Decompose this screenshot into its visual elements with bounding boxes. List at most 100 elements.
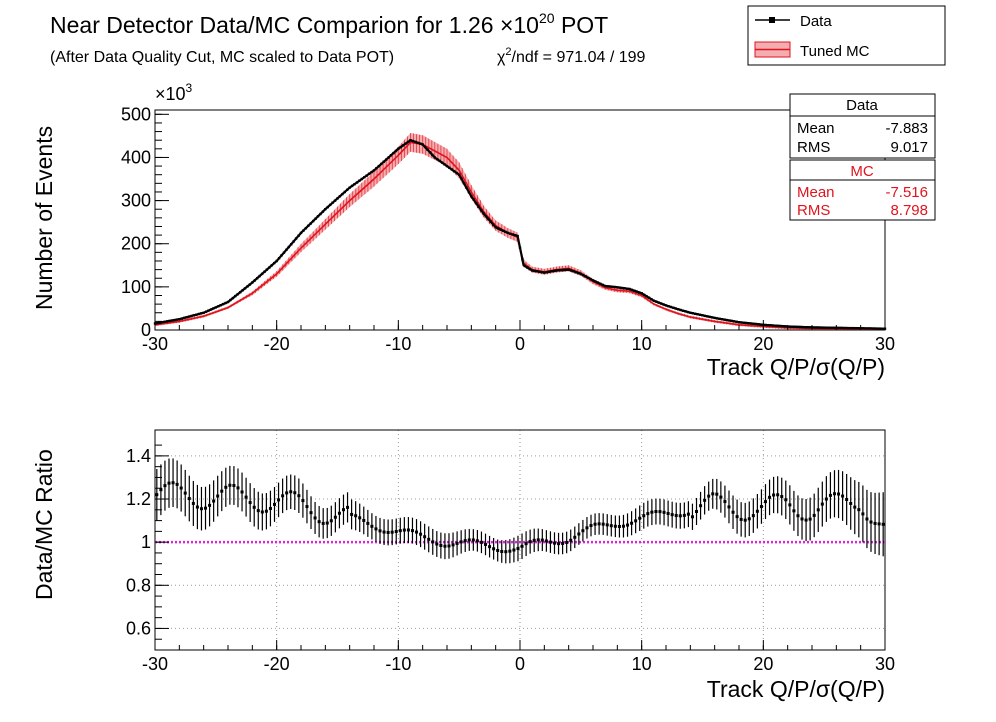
ratio-point [195, 505, 199, 509]
ratio-point [528, 540, 532, 544]
stats-mc-mean-label: Mean [797, 184, 835, 201]
data-point [874, 327, 877, 330]
data-point [718, 317, 721, 320]
ratio-point [703, 498, 707, 502]
ratio-point [492, 547, 496, 551]
data-point [616, 286, 619, 289]
data-point [187, 315, 191, 318]
data-point [341, 192, 344, 196]
ratio-point [293, 491, 297, 495]
ratio-point [715, 492, 719, 496]
ratio-point [877, 522, 881, 526]
data-point [338, 195, 342, 198]
ratio-point [861, 512, 865, 516]
ratio-point [475, 539, 479, 543]
data-point [414, 140, 417, 144]
ratio-point [804, 518, 808, 522]
data-point [701, 314, 704, 317]
bottom-panel: -30 -20 -10 0 10 20 30 0.6 0.8 1 1.2 1.4 Track Q/P… [31, 429, 895, 702]
data-point [840, 326, 843, 330]
data-point [343, 190, 346, 194]
ratio-point [504, 550, 508, 554]
ratio-point [650, 510, 654, 514]
data-point [370, 170, 373, 174]
ratio-point [471, 538, 475, 542]
ratio-point [780, 495, 784, 499]
data-point [521, 258, 524, 261]
data-point [706, 315, 709, 318]
ratio-point [670, 513, 674, 517]
ratio-point [341, 508, 345, 512]
ratio-point [516, 547, 520, 551]
y-multiplier: ×103 [155, 81, 193, 104]
data-point [161, 321, 164, 324]
top-x-ticks: -30 -20 -10 0 10 20 30 [142, 320, 895, 354]
data-point [645, 295, 648, 298]
ratio-point [601, 522, 605, 526]
ratio-point [382, 530, 386, 534]
ratio-point [609, 524, 613, 528]
ratio-point [832, 492, 836, 496]
data-point [489, 220, 492, 223]
data-point [195, 313, 198, 316]
y-tick-label: 1.4 [126, 446, 151, 466]
data-point [878, 327, 882, 330]
data-point [533, 269, 536, 273]
data-point [854, 327, 857, 330]
data-point [304, 227, 308, 230]
x-tick-label: 20 [753, 334, 773, 354]
data-point [640, 292, 643, 295]
ratio-point [849, 501, 853, 505]
data-point [538, 270, 541, 273]
ratio-point [707, 494, 711, 498]
ratio-point [747, 517, 751, 521]
data-series-line [154, 138, 886, 330]
data-point [857, 327, 860, 330]
ratio-point [419, 532, 423, 536]
x-tick-label: -30 [142, 334, 168, 354]
data-point [752, 322, 755, 325]
data-point [482, 212, 485, 215]
ratio-point [690, 515, 694, 519]
data-point [776, 324, 780, 328]
data-point [438, 159, 441, 163]
data-point [192, 314, 196, 317]
data-point [723, 318, 726, 321]
ratio-point [256, 509, 260, 513]
data-point [190, 314, 193, 318]
data-point [277, 257, 281, 260]
data-point [309, 222, 312, 225]
ratio-point [228, 483, 232, 487]
stats-mc-rms: 8.798 [890, 202, 928, 219]
data-point [387, 156, 390, 159]
data-point [350, 184, 354, 188]
x-tick-label: 20 [753, 654, 773, 674]
ratio-point [674, 514, 678, 518]
ratio-point [626, 523, 630, 527]
chi2-exponent: 2 [505, 46, 511, 58]
data-point [204, 310, 208, 313]
ratio-grid [154, 430, 886, 650]
ratio-point [273, 502, 277, 506]
data-point [798, 325, 801, 329]
data-point [175, 318, 179, 321]
ratio-point [820, 502, 824, 506]
ratio-point [796, 514, 800, 518]
data-point [419, 142, 422, 145]
data-point [655, 300, 658, 303]
ratio-point [699, 504, 703, 508]
data-point [815, 326, 819, 329]
data-point [380, 162, 383, 166]
data-point [526, 266, 529, 269]
data-point [535, 270, 539, 273]
data-point [329, 203, 332, 207]
data-point [560, 268, 563, 272]
ratio-point [755, 509, 759, 513]
data-point [677, 308, 680, 311]
ratio-point [654, 510, 658, 514]
ratio-point [869, 520, 873, 524]
data-point [569, 269, 573, 272]
data-point [170, 319, 174, 322]
ratio-point [398, 529, 402, 533]
ratio-point [581, 529, 585, 533]
